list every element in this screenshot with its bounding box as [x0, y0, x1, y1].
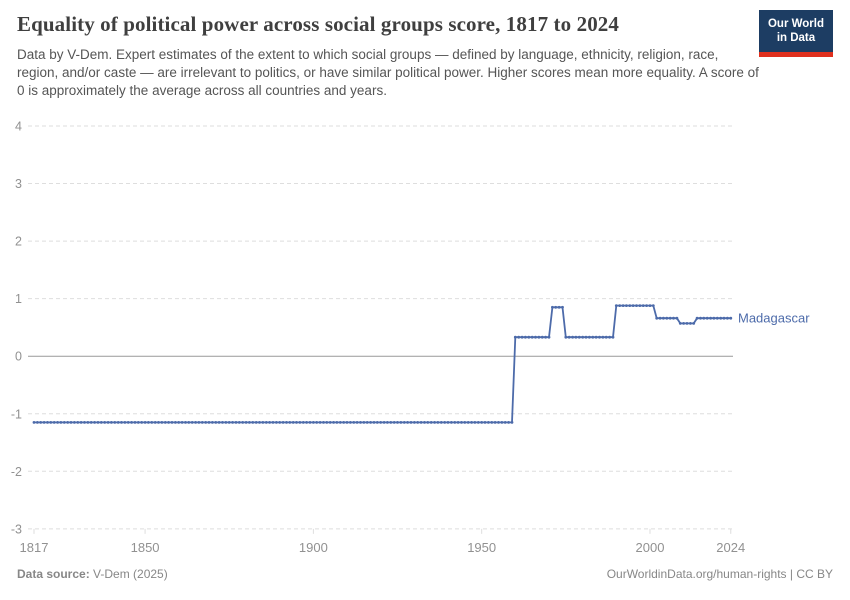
owid-logo: Our World in Data	[758, 10, 833, 57]
y-axis-tick-label: -2	[11, 465, 22, 479]
y-axis-tick-label: 4	[15, 120, 22, 134]
y-axis-tick-label: -3	[11, 522, 22, 536]
chart-title: Equality of political power across socia…	[17, 12, 619, 36]
x-axis-tick-label: 2000	[636, 540, 665, 555]
series-line[interactable]	[34, 304, 731, 424]
chart-header: Equality of political power across socia…	[17, 10, 833, 99]
x-axis-tick-label: 1950	[467, 540, 496, 555]
line-chart-canvas[interactable]: 4 3 2 1 0 -1 -2 -3 1817 1850 1900 1950 2000 2024 Madag…	[0, 110, 850, 570]
x-axis-tick-label: 1817	[20, 540, 49, 555]
data-source-value: V-Dem (2025)	[93, 567, 168, 581]
y-axis-tick-label: 1	[15, 292, 22, 306]
entity-label[interactable]: Madagascar	[738, 311, 810, 326]
x-axis-tick-label: 2024	[716, 540, 745, 555]
chart-subtitle: Data by V-Dem. Expert estimates of the e…	[17, 47, 759, 98]
owid-logo-line2: in Data	[776, 32, 816, 45]
data-source: Data source: V-Dem (2025)	[17, 567, 168, 581]
credit-link[interactable]: OurWorldinData.org/human-rights | CC BY	[606, 567, 833, 581]
y-axis-tick-label: -1	[11, 407, 22, 421]
y-axis-tick-label: 3	[15, 177, 22, 191]
x-axis-tick-label: 1850	[131, 540, 160, 555]
y-axis-tick-label: 0	[15, 350, 22, 364]
data-source-label: Data source:	[17, 567, 94, 581]
y-axis-tick-label: 2	[15, 235, 22, 249]
x-axis-tick-label: 1900	[299, 540, 328, 555]
chart-footer: Data source: V-Dem (2025) OurWorldinData…	[17, 567, 833, 581]
owid-logo-line1: Our World	[767, 18, 824, 30]
series-markers	[32, 304, 733, 424]
